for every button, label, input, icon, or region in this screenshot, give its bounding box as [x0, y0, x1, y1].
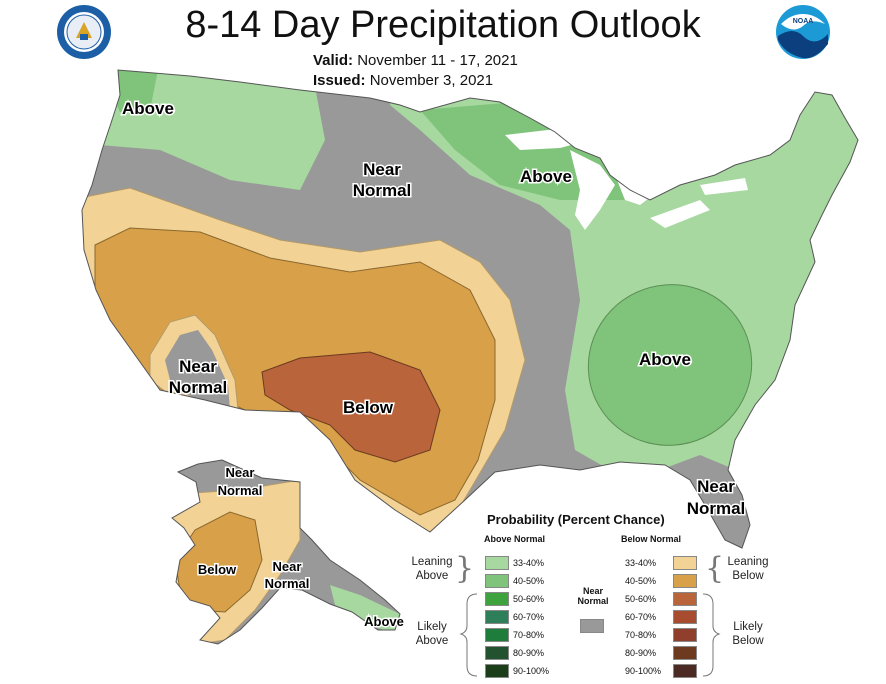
valid-value: November 11 - 17, 2021: [357, 52, 518, 69]
label-se-above: Above: [639, 350, 691, 369]
brace-leaning-above: }: [455, 551, 475, 586]
above-range-1: 40-50%: [513, 576, 545, 586]
south-below-50: [261, 351, 441, 463]
legend-below-header: Below Normal: [621, 534, 682, 544]
above-range-3: 60-70%: [513, 612, 545, 622]
below-range-4: 70-80%: [625, 630, 657, 640]
noaa-logo-text: NOAA: [793, 18, 814, 25]
label-ak-near-se-2: Normal: [265, 576, 310, 591]
likely-above-1: Likely: [417, 621, 447, 633]
below-swatch-1: [673, 574, 697, 588]
us-outline: [81, 69, 859, 549]
commerce-seal-icon: [57, 5, 111, 59]
probability-legend: Probability (Percent Chance) Above Norma…: [405, 512, 777, 680]
leaning-above-2: Above: [415, 570, 449, 582]
legend-near-label-1: Near: [582, 586, 603, 596]
label-north-near-2: Normal: [353, 181, 412, 200]
likely-below-1: Likely: [733, 621, 763, 633]
se-above-40: [587, 284, 753, 446]
alaska-outline: [171, 459, 401, 645]
label-fl-near-2: Normal: [687, 499, 746, 518]
label-ak-near-top-1: Near: [226, 465, 255, 480]
label-ak-above: Above: [364, 614, 404, 629]
label-fl-near-1: Near: [697, 477, 735, 496]
map-title: 8-14 Day Precipitation Outlook: [185, 4, 701, 46]
valid-dates: Valid: November 11 - 17, 2021: [313, 52, 518, 69]
below-range-2: 50-60%: [625, 594, 657, 604]
below-swatch-2: [673, 592, 697, 606]
likely-below-2: Below: [732, 635, 764, 647]
label-ak-near-top-2: Normal: [218, 483, 263, 498]
legend-near-label: Near Normal: [573, 586, 613, 606]
issued-date: Issued: November 3, 2021: [313, 72, 493, 89]
above-range-6: 90-100%: [513, 666, 550, 676]
label-sw-near-2: Normal: [169, 378, 228, 397]
above-range-0: 33-40%: [513, 558, 545, 568]
legend-likely-brackets: [459, 593, 721, 677]
above-swatch-5: [485, 646, 509, 660]
label-sw-near-1: Near: [179, 357, 217, 376]
nw-above-33: [100, 70, 325, 190]
below-swatch-6: [673, 664, 697, 678]
lake-ontario: [700, 178, 748, 195]
above-swatch-6: [485, 664, 509, 678]
label-south-below: Below: [343, 398, 394, 417]
lake-michigan: [570, 150, 615, 230]
leaning-above-1: Leaning: [411, 556, 453, 568]
below-swatch-4: [673, 628, 697, 642]
legend-near-label-2: Normal: [577, 596, 609, 606]
leaning-below-1: Leaning: [727, 556, 769, 568]
legend-likely-below: Likely Below: [719, 620, 777, 648]
contiguous-us: [82, 70, 858, 548]
legend-title: Probability (Percent Chance): [487, 512, 665, 527]
label-north-near-1: Near: [363, 160, 401, 179]
label-ak-near-se-1: Near: [273, 559, 302, 574]
below-swatch-5: [673, 646, 697, 660]
legend-likely-above: Likely Above: [405, 620, 459, 648]
above-swatch-3: [485, 610, 509, 624]
below-range-0: 33-40%: [625, 558, 657, 568]
noaa-logo-icon: NOAA: [776, 5, 830, 59]
brace-leaning-below: {: [705, 551, 725, 586]
valid-label: Valid:: [313, 52, 354, 69]
nw-above-40: [110, 70, 160, 112]
label-nw-above: Above: [122, 99, 174, 118]
below-range-3: 60-70%: [625, 612, 657, 622]
above-range-4: 70-80%: [513, 630, 545, 640]
label-gl-above: Above: [520, 167, 572, 186]
above-swatch-1: [485, 574, 509, 588]
above-range-2: 50-60%: [513, 594, 545, 604]
sw-near-normal: [165, 330, 230, 412]
leaning-below-2: Below: [732, 570, 764, 582]
legend-leaning-below: Leaning Below: [719, 555, 777, 583]
above-swatch-0: [485, 556, 509, 570]
below-swatch-3: [673, 610, 697, 624]
above-swatch-4: [485, 628, 509, 642]
below-range-5: 80-90%: [625, 648, 657, 658]
below-range-6: 90-100%: [625, 666, 662, 676]
legend-near-swatch: [580, 619, 604, 633]
above-range-5: 80-90%: [513, 648, 545, 658]
legend-above-header: Above Normal: [484, 534, 546, 544]
likely-above-2: Above: [415, 635, 449, 647]
below-swatch-0: [673, 556, 697, 570]
below-range-1: 40-50%: [625, 576, 657, 586]
issued-label: Issued:: [313, 72, 366, 89]
above-swatch-2: [485, 592, 509, 606]
legend-leaning-above: Leaning Above: [405, 555, 459, 583]
lake-erie: [650, 200, 710, 228]
ak-above-33: [330, 585, 400, 635]
issued-value: November 3, 2021: [369, 72, 494, 89]
label-ak-below: Below: [198, 562, 237, 577]
